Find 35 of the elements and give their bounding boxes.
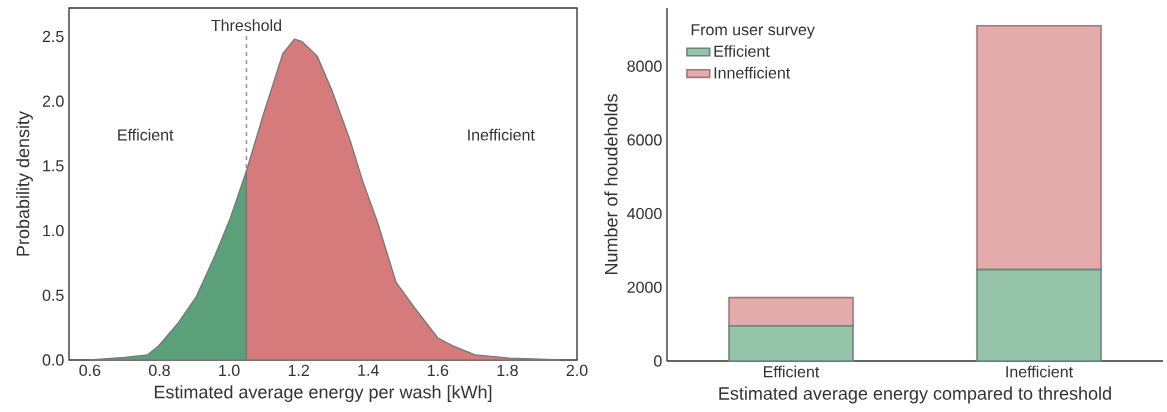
ref-line-label: Threshold — [211, 19, 281, 32]
legend-title: From user survey — [691, 24, 815, 39]
y-tick-label: 6000 — [627, 134, 662, 146]
bar — [976, 268, 1102, 362]
x-tick-label: Inefficient — [1006, 365, 1073, 378]
legend-label: Efficient — [714, 45, 770, 57]
x-tick-label: 1.6 — [427, 364, 449, 377]
y-tick-label: 4000 — [627, 207, 662, 220]
x-tick-label: 1.4 — [358, 364, 379, 376]
bar — [728, 296, 854, 327]
x-tick-label: 2.0 — [566, 364, 588, 377]
y-tick-label: 0 — [654, 355, 662, 367]
y-tick-label: 2.5 — [42, 30, 64, 43]
y-tick-label: 8000 — [627, 60, 662, 72]
x-tick-label: 1.8 — [497, 364, 518, 377]
bar — [728, 325, 854, 362]
annotation: Efficient — [118, 128, 174, 141]
y-tick-label: 1.0 — [43, 224, 64, 237]
annotation: Inefficient — [468, 128, 535, 141]
y-tick-label: 1.5 — [43, 160, 64, 172]
y-tick-label: 2.0 — [42, 95, 64, 107]
y-axis-title: Probability density — [16, 111, 33, 256]
x-tick-label: 1.0 — [219, 364, 240, 377]
y-tick-label: 2000 — [627, 281, 662, 293]
y-tick-label: 0.0 — [42, 354, 64, 366]
x-tick-label: Efficient — [764, 365, 820, 378]
y-axis-title: Number of houdeholds — [604, 94, 618, 275]
legend-label: Innefficient — [714, 66, 791, 79]
x-axis-title: Estimated average energy compared to threshold — [719, 386, 1111, 404]
x-axis-title: Estimated average energy per wash [kWh] — [154, 385, 492, 402]
y-tick-label: 0.5 — [42, 289, 64, 301]
x-tick-label: 0.6 — [79, 364, 101, 377]
x-tick-label: 0.8 — [148, 364, 170, 377]
x-tick-label: 1.2 — [288, 364, 309, 376]
bar — [976, 24, 1102, 271]
